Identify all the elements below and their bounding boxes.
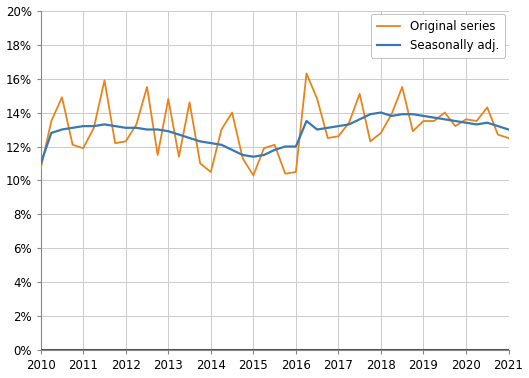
Legend: Original series, Seasonally adj.: Original series, Seasonally adj.: [371, 14, 505, 58]
Seasonally adj.: [378, 110, 384, 115]
Seasonally adj.: [112, 124, 118, 129]
Seasonally adj.: [409, 112, 416, 116]
Original series: [335, 134, 342, 139]
Original series: [144, 85, 150, 89]
Original series: [261, 146, 267, 150]
Seasonally adj.: [48, 131, 54, 135]
Original series: [229, 110, 235, 115]
Original series: [250, 173, 257, 178]
Seasonally adj.: [357, 117, 363, 122]
Seasonally adj.: [495, 124, 501, 129]
Original series: [271, 143, 278, 147]
Original series: [293, 170, 299, 174]
Seasonally adj.: [80, 124, 86, 129]
Seasonally adj.: [271, 148, 278, 152]
Original series: [69, 143, 76, 147]
Seasonally adj.: [176, 132, 182, 137]
Original series: [90, 125, 97, 130]
Original series: [218, 127, 225, 132]
Original series: [505, 136, 512, 140]
Seasonally adj.: [229, 148, 235, 152]
Seasonally adj.: [484, 121, 490, 125]
Seasonally adj.: [102, 122, 108, 127]
Seasonally adj.: [473, 122, 480, 127]
Original series: [240, 156, 246, 161]
Seasonally adj.: [335, 124, 342, 129]
Original series: [495, 132, 501, 137]
Seasonally adj.: [325, 125, 331, 130]
Seasonally adj.: [38, 161, 44, 166]
Original series: [186, 100, 193, 105]
Original series: [176, 155, 182, 159]
Original series: [208, 170, 214, 174]
Seasonally adj.: [452, 119, 459, 123]
Original series: [48, 119, 54, 123]
Seasonally adj.: [293, 144, 299, 149]
Original series: [420, 119, 426, 123]
Original series: [133, 122, 140, 127]
Original series: [165, 97, 171, 101]
Original series: [314, 97, 320, 101]
Original series: [325, 136, 331, 140]
Seasonally adj.: [250, 155, 257, 159]
Seasonally adj.: [154, 127, 161, 132]
Original series: [463, 117, 469, 122]
Line: Seasonally adj.: Seasonally adj.: [41, 113, 508, 164]
Original series: [154, 153, 161, 157]
Seasonally adj.: [69, 125, 76, 130]
Original series: [303, 71, 309, 76]
Original series: [473, 119, 480, 123]
Seasonally adj.: [399, 112, 405, 116]
Seasonally adj.: [90, 124, 97, 129]
Seasonally adj.: [208, 141, 214, 146]
Original series: [367, 139, 373, 144]
Original series: [357, 91, 363, 96]
Line: Original series: Original series: [41, 73, 508, 175]
Original series: [409, 129, 416, 133]
Original series: [431, 119, 437, 123]
Seasonally adj.: [505, 127, 512, 132]
Seasonally adj.: [367, 112, 373, 116]
Seasonally adj.: [218, 143, 225, 147]
Original series: [399, 85, 405, 89]
Original series: [388, 112, 395, 116]
Seasonally adj.: [420, 114, 426, 118]
Original series: [378, 131, 384, 135]
Original series: [102, 78, 108, 82]
Original series: [38, 166, 44, 171]
Seasonally adj.: [303, 119, 309, 123]
Seasonally adj.: [282, 144, 288, 149]
Seasonally adj.: [123, 125, 129, 130]
Original series: [80, 146, 86, 150]
Original series: [346, 121, 352, 125]
Original series: [123, 139, 129, 144]
Original series: [112, 141, 118, 146]
Seasonally adj.: [133, 125, 140, 130]
Seasonally adj.: [186, 136, 193, 140]
Original series: [59, 95, 65, 99]
Seasonally adj.: [240, 153, 246, 157]
Seasonally adj.: [346, 122, 352, 127]
Seasonally adj.: [442, 117, 448, 122]
Original series: [484, 105, 490, 110]
Seasonally adj.: [197, 139, 203, 144]
Seasonally adj.: [388, 114, 395, 118]
Original series: [282, 171, 288, 176]
Seasonally adj.: [165, 129, 171, 133]
Seasonally adj.: [59, 127, 65, 132]
Original series: [442, 110, 448, 115]
Original series: [452, 124, 459, 129]
Seasonally adj.: [314, 127, 320, 132]
Original series: [197, 161, 203, 166]
Seasonally adj.: [431, 115, 437, 120]
Seasonally adj.: [463, 121, 469, 125]
Seasonally adj.: [261, 153, 267, 157]
Seasonally adj.: [144, 127, 150, 132]
